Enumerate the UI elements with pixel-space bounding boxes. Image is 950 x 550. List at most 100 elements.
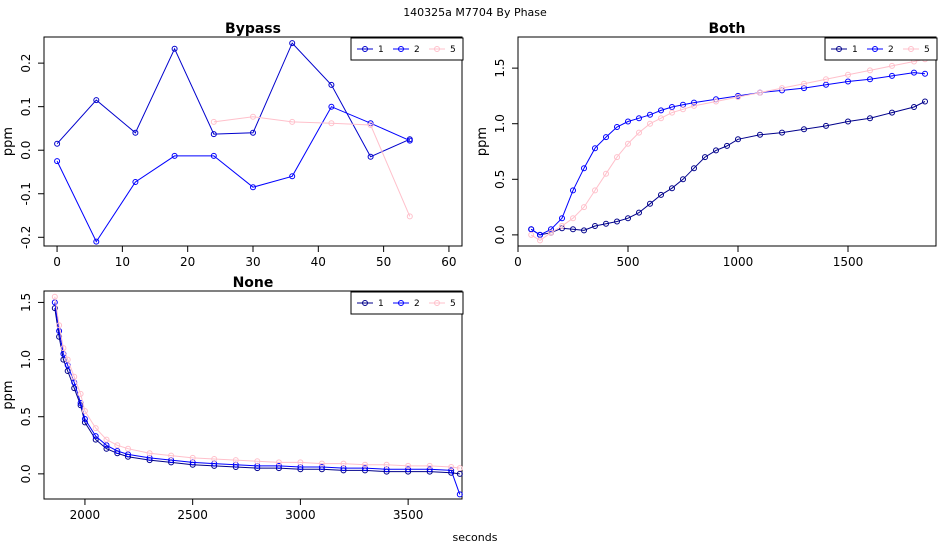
panel-bypass: Bypass 0 10 20 30 40 50 60 -0.2 -0.1 0.0 0.1 0.2 ppm 1… [1,21,464,269]
data-point [603,170,609,177]
legend-label: 1 [852,45,858,55]
y-tick-label: -0.1 [19,182,33,205]
data-point [60,345,67,352]
data-point [636,209,642,216]
data-point [81,408,88,414]
data-point [92,425,99,432]
data-point [614,218,620,225]
series-5 [210,113,413,220]
legend-swatch-point [362,300,368,306]
data-point [614,154,620,161]
data-point [528,231,535,238]
data-point [713,147,719,154]
data-point [56,322,63,329]
legend-swatch-point [836,46,842,52]
legend-label: 2 [888,45,894,55]
x-tick-label: 3000 [285,508,316,522]
plot-frame [43,36,463,247]
y-tick-label: 1.0 [493,114,507,133]
legend-swatch-point [398,300,404,306]
data-point [254,458,261,465]
data-point [92,433,99,440]
data-point [570,215,576,222]
x-tick-label: 10 [115,255,130,269]
panel-title: None [233,275,274,291]
series-5 [528,56,928,244]
data-point [275,459,282,466]
data-point [71,385,78,392]
data-point [146,450,153,457]
data-point [889,62,895,69]
data-point [318,464,325,470]
plot-frame [43,290,463,500]
data-point [592,187,598,194]
data-point [603,134,609,141]
data-point [171,45,178,52]
data-point [367,153,374,160]
legend-label: 5 [450,299,456,309]
data-point [426,462,433,469]
data-point [922,98,928,105]
data-point [581,204,587,211]
data-point [592,223,598,229]
data-point [171,152,178,159]
data-point [680,176,686,183]
data-point [603,220,609,227]
data-point [845,78,851,85]
series-2 [51,299,463,498]
legend-label: 5 [924,45,930,55]
series-2 [54,103,413,245]
legend-label: 1 [378,299,384,309]
panel-title: Bypass [225,21,281,37]
data-point [680,106,686,113]
legend-swatch-point [362,46,368,52]
data-point [691,165,697,172]
data-point [340,460,347,467]
plot-frame [517,36,937,247]
legend-swatch-point [434,46,440,52]
data-point [406,213,413,220]
series-1 [51,305,463,477]
data-point [625,118,631,125]
data-point [405,466,412,473]
data-point [448,464,455,470]
legend-label: 1 [378,45,384,55]
figure-xlabel: seconds [453,531,498,544]
data-point [570,187,576,194]
series-line [530,72,926,236]
data-point [367,122,374,128]
data-point [658,191,664,198]
data-point [845,71,851,78]
data-point [210,118,217,125]
y-axis-label: ppm [475,127,490,156]
legend: 1 2 5 [824,37,938,61]
x-tick-label: 2000 [70,508,101,522]
data-point [691,102,697,109]
data-point [211,456,218,462]
data-point [779,85,785,92]
data-point [735,136,741,143]
data-point [125,445,131,452]
data-point [289,173,296,180]
data-point [71,373,78,380]
data-point [289,40,296,47]
data-point [250,184,256,191]
data-point [889,72,895,79]
data-point [132,179,139,185]
data-point [570,226,576,233]
legend-label: 2 [414,45,420,55]
data-point [867,67,873,74]
data-point [636,115,642,122]
legend: 1 2 5 [350,37,464,61]
data-point [559,223,565,229]
data-point [889,109,895,116]
data-point [406,137,413,144]
data-point [911,104,917,110]
panel-both: Both 0 500 1000 1500 0.0 0.5 1.0 1.5 ppm 1 2 5 [475,21,938,269]
data-point [232,457,239,464]
data-point [625,215,631,222]
data-point [362,465,368,472]
y-tick-label: 0.0 [493,225,507,244]
data-point [51,293,58,300]
